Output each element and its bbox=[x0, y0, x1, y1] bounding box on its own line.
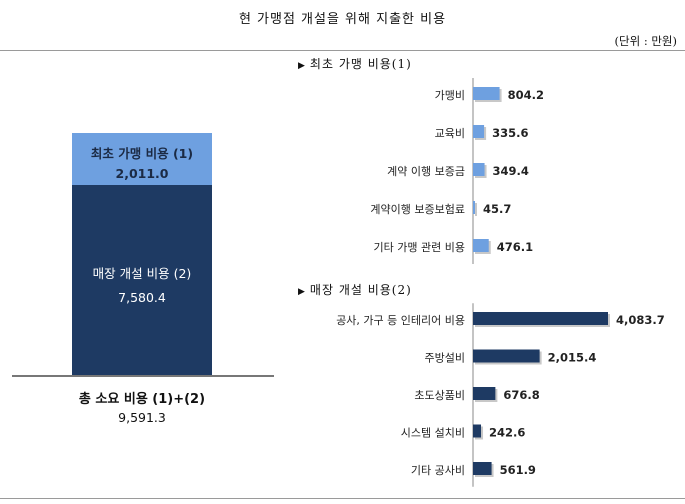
initial-bar bbox=[473, 125, 485, 138]
store-value-label: 2,015.4 bbox=[548, 351, 597, 365]
store-bar bbox=[473, 387, 496, 400]
initial-category-label: 기타 가맹 관련 비용 bbox=[374, 241, 465, 254]
initial-category-label: 교육비 bbox=[435, 127, 465, 140]
store-category-label: 주방설비 bbox=[425, 352, 465, 365]
store-category-label: 기타 공사비 bbox=[411, 464, 465, 477]
store-bar bbox=[473, 312, 608, 325]
store-value-label: 4,083.7 bbox=[616, 313, 665, 327]
chart-title: 현 가맹점 개설을 위해 지출한 비용 bbox=[238, 12, 447, 27]
triangle-marker-icon: ▶ bbox=[298, 61, 306, 71]
store-bar bbox=[473, 424, 482, 438]
store-bar bbox=[473, 462, 492, 475]
section-title-store: ▶ 매장 개설 비용(2) bbox=[298, 281, 412, 298]
total-cost-value: 9,591.3 bbox=[118, 410, 166, 425]
initial-bar bbox=[473, 201, 475, 214]
unit-label: (단위 : 만원) bbox=[614, 34, 677, 48]
initial-bar bbox=[473, 239, 489, 252]
initial-value-label: 804.2 bbox=[508, 88, 544, 102]
initial-value-label: 349.4 bbox=[493, 164, 529, 178]
initial-cost-segment: 최초 가맹 비용 (1) 2,011.0 bbox=[72, 133, 212, 185]
store-value-label: 676.8 bbox=[503, 388, 539, 402]
store-value-label: 242.6 bbox=[489, 426, 525, 440]
store-opening-cost-segment: 매장 개설 비용 (2) 7,580.4 bbox=[72, 185, 212, 375]
section-title-initial: ▶ 최초 가맹 비용(1) bbox=[298, 55, 412, 72]
initial-cost-value: 2,011.0 bbox=[115, 166, 169, 181]
top-divider bbox=[0, 50, 685, 51]
initial-category-label: 계약 이행 보증금 bbox=[387, 164, 465, 178]
initial-bar bbox=[473, 163, 485, 176]
store-value-label: 561.9 bbox=[500, 463, 536, 477]
initial-category-label: 가맹비 bbox=[435, 89, 465, 102]
bottom-divider bbox=[0, 498, 685, 499]
total-cost-label: 총 소요 비용 (1)+(2) bbox=[78, 392, 206, 407]
section-title-initial-text: 최초 가맹 비용(1) bbox=[309, 57, 412, 71]
store-bar bbox=[473, 349, 540, 363]
initial-cost-label: 최초 가맹 비용 (1) bbox=[90, 146, 194, 161]
store-category-label: 공사, 가구 등 인테리어 비용 bbox=[336, 314, 465, 327]
triangle-marker-icon: ▶ bbox=[298, 287, 306, 297]
section-title-store-text: 매장 개설 비용(2) bbox=[309, 283, 412, 297]
initial-bar-shadow bbox=[475, 203, 477, 216]
store-category-label: 시스템 설치비 bbox=[401, 427, 465, 440]
initial-category-label: 계약이행 보증보험료 bbox=[370, 202, 465, 216]
initial-value-label: 45.7 bbox=[483, 202, 511, 216]
left-baseline bbox=[12, 375, 274, 377]
store-category-label: 초도상품비 bbox=[414, 389, 465, 402]
store-opening-cost-label: 매장 개설 비용 (2) bbox=[92, 266, 192, 281]
initial-value-label: 476.1 bbox=[497, 240, 533, 254]
store-opening-cost-value: 7,580.4 bbox=[118, 290, 166, 305]
initial-value-label: 335.6 bbox=[492, 126, 528, 140]
initial-bar bbox=[473, 87, 500, 100]
